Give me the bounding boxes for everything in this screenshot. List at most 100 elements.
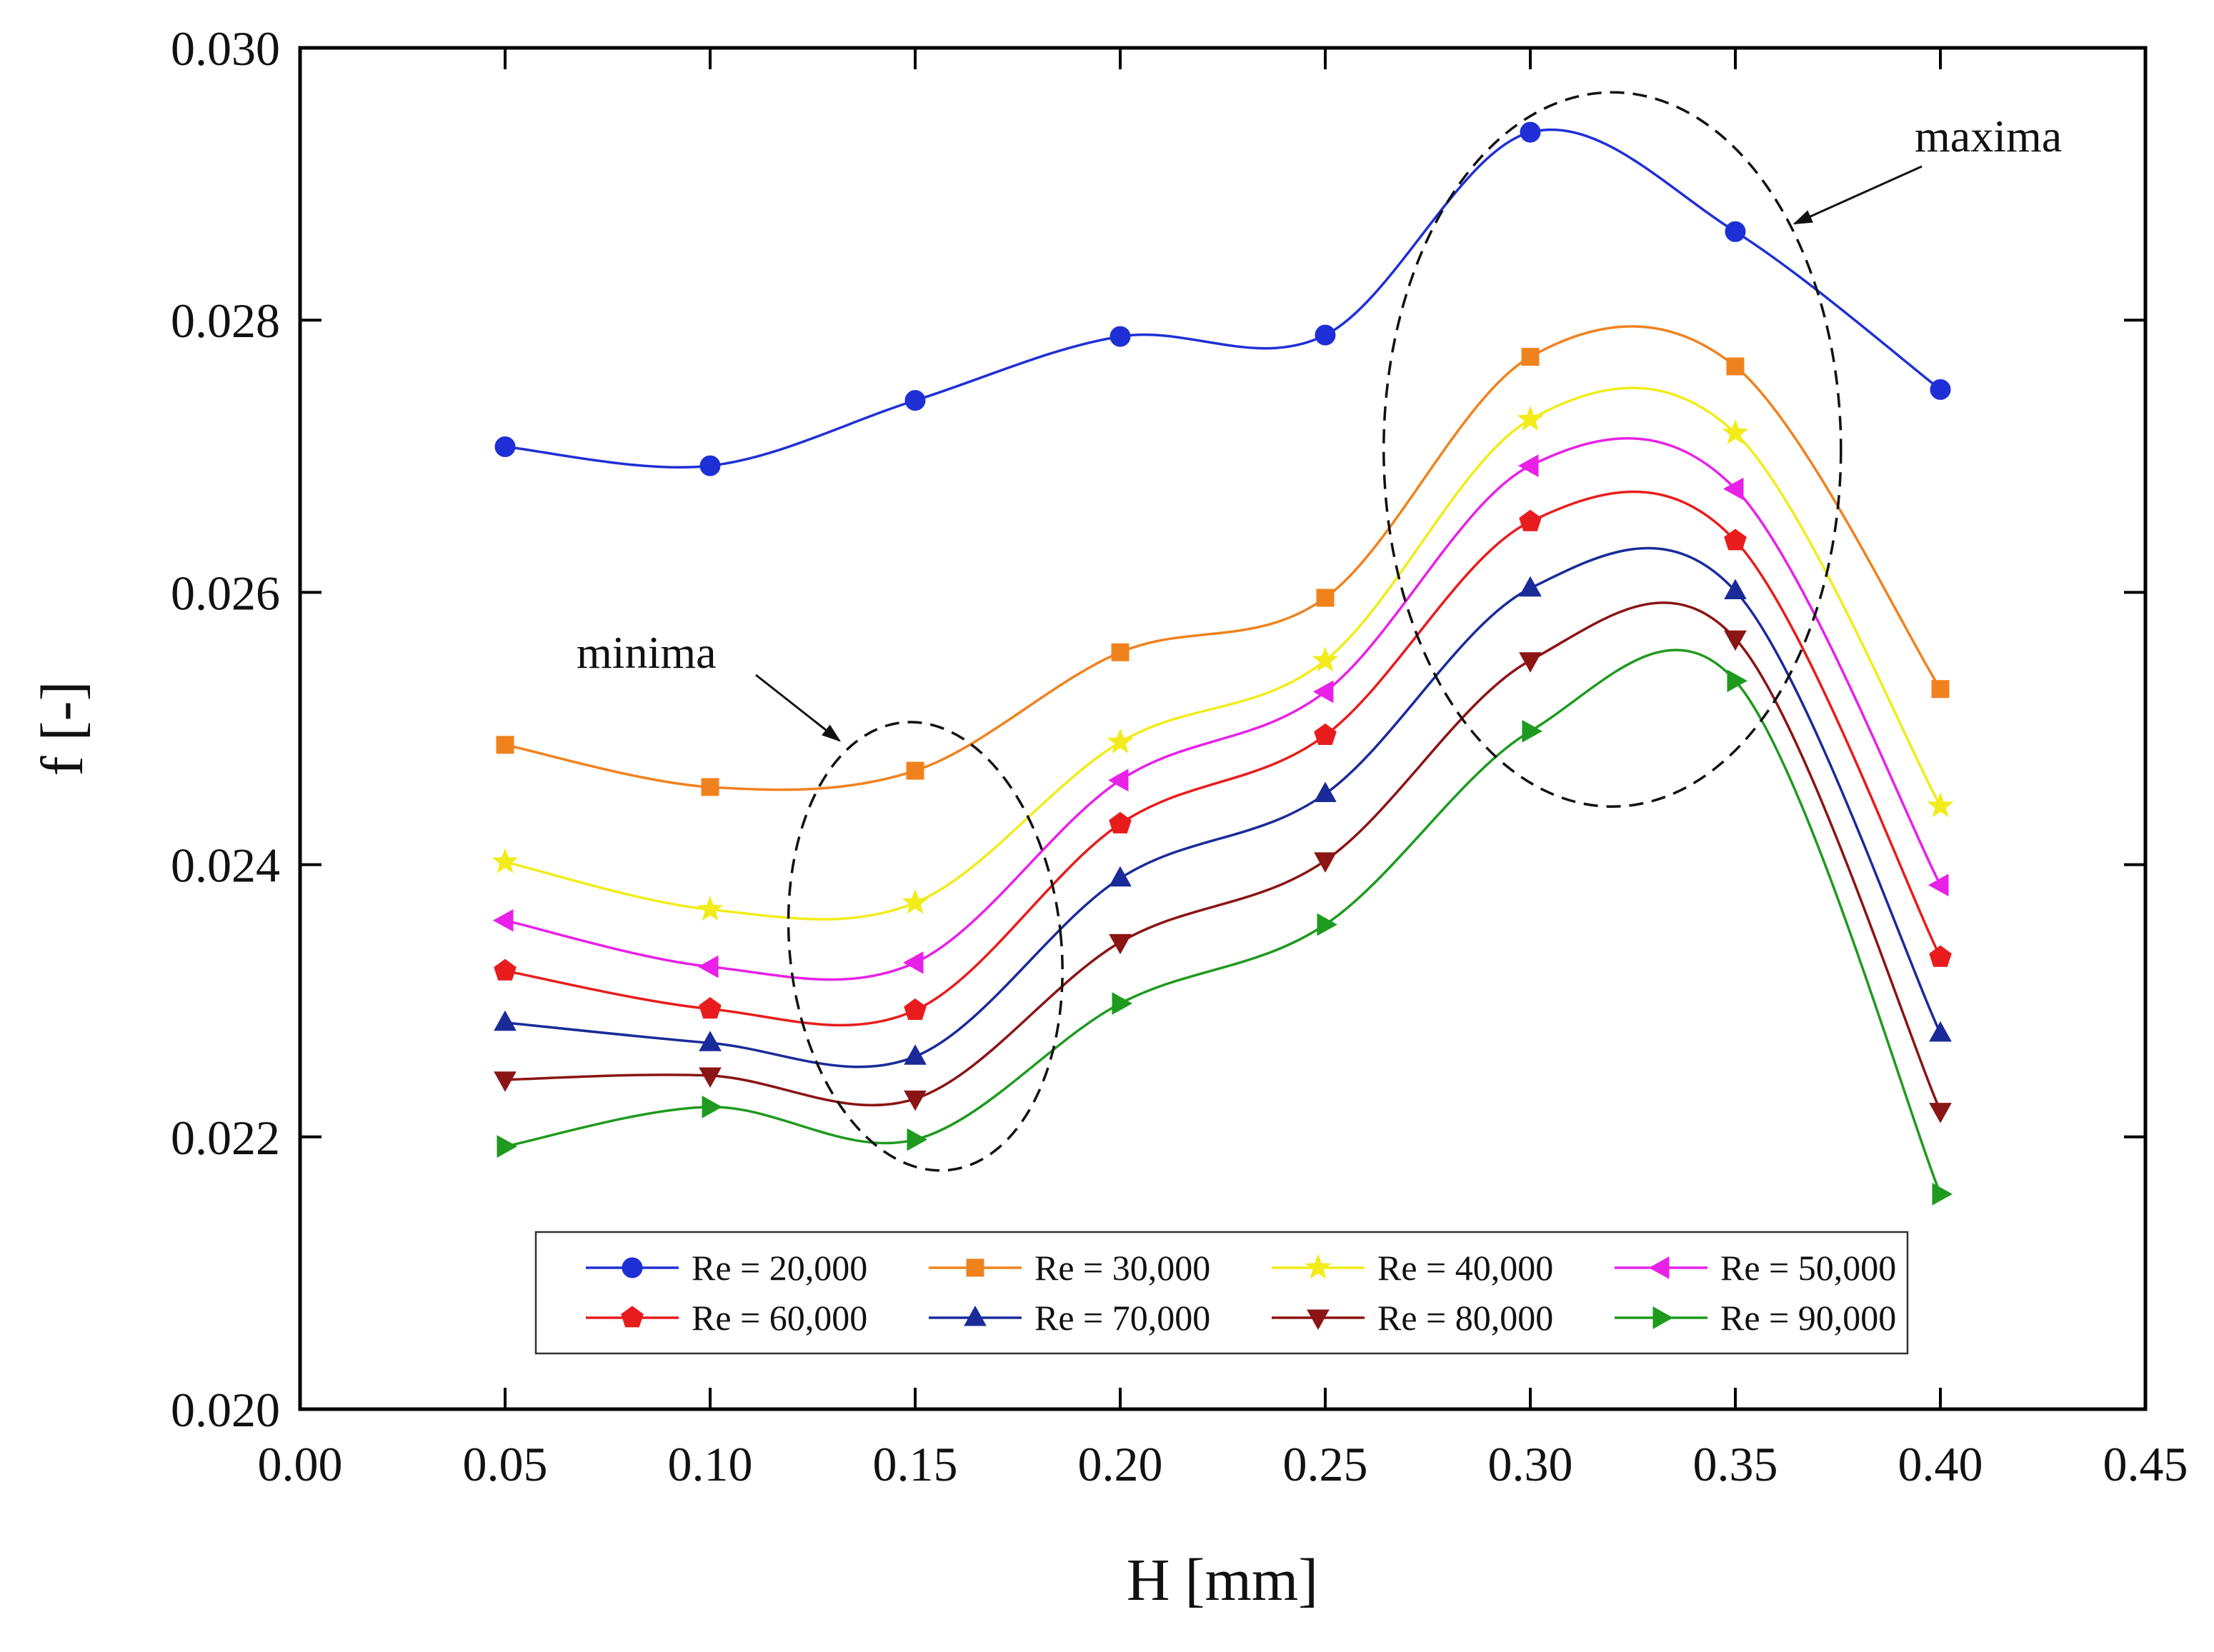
minima-ellipse [787,721,1064,1172]
legend: Re = 20,000 Re = 30,000 Re = 40,000 Re = 50… [534,1231,1909,1355]
data-point-re-70-000 [1109,866,1132,887]
data-point-re-20-000 [1110,326,1131,347]
data-point-re-90-000 [497,1135,518,1158]
minima-arrow [755,674,842,742]
annotations: maxima minima [577,91,2062,1172]
data-point-re-80-000 [1724,630,1747,651]
legend-label-re-80-000: Re = 80,000 [1377,1298,1553,1338]
maxima-label: maxima [1915,111,2062,161]
x-tick-label: 0.40 [1898,1437,1983,1491]
data-point-re-80-000 [1314,852,1337,873]
data-point-re-20-000 [699,455,721,476]
data-point-re-40-000 [1517,405,1544,431]
legend-marker-re-30-000 [966,1258,984,1277]
x-tick-label: 0.10 [668,1437,753,1491]
data-point-re-30-000 [1521,348,1540,366]
data-point-re-30-000 [906,761,924,780]
data-point-re-80-000 [699,1067,722,1088]
series-line-re-40-000 [504,386,1942,921]
data-point-re-30-000 [496,736,514,754]
data-point-re-20-000 [494,436,516,457]
data-point-re-60-000 [494,958,517,981]
data-point-re-50-000 [697,955,719,978]
data-point-re-60-000 [1109,811,1132,833]
y-tick-label: 0.026 [171,566,280,620]
series-curves [504,128,1942,1195]
data-point-re-90-000 [1522,719,1543,743]
legend-label-re-50-000: Re = 50,000 [1720,1248,1896,1288]
minima-label: minima [577,627,717,678]
data-point-re-50-000 [1107,769,1129,792]
data-point-re-30-000 [1931,680,1950,699]
plot-frame [298,46,2148,1411]
data-point-re-20-000 [1930,379,1951,400]
data-point-re-40-000 [1722,419,1749,445]
legend-box [534,1231,1909,1355]
data-point-re-70-000 [904,1044,927,1065]
data-point-re-40-000 [492,848,519,873]
axis-labels: 0.00 0.05 0.10 0.15 0.20 0.25 0.30 0.35 0.40 0.45… [171,21,2188,1491]
data-point-re-60-000 [1314,723,1337,745]
data-point-re-30-000 [1726,357,1745,376]
x-tick-label: 0.35 [1693,1437,1778,1491]
data-point-re-20-000 [1315,324,1336,346]
data-point-re-90-000 [1727,669,1748,693]
maxima-ellipse [1382,91,1842,809]
data-point-re-90-000 [702,1096,723,1118]
x-tick-label: 0.30 [1488,1437,1573,1491]
legend-label-re-60-000: Re = 60,000 [692,1298,867,1338]
data-point-re-20-000 [904,390,926,411]
legend-marker-re-50-000 [1648,1256,1670,1279]
series-line-re-20-000 [504,128,1942,469]
data-point-re-80-000 [1109,933,1132,955]
legend-marker-re-80-000 [1307,1309,1330,1331]
legend-marker-re-90-000 [1652,1306,1674,1329]
data-point-re-50-000 [492,908,514,932]
data-point-re-50-000 [1517,454,1539,477]
data-point-re-30-000 [701,778,719,796]
data-point-re-70-000 [699,1031,722,1051]
data-point-re-40-000 [1312,646,1339,672]
series-markers [492,121,1954,1206]
x-tick-label: 0.45 [2103,1437,2188,1491]
data-point-re-40-000 [1927,792,1954,818]
data-point-re-60-000 [1929,945,1952,967]
data-point-re-20-000 [1520,121,1541,143]
data-point-re-90-000 [1112,992,1133,1015]
data-point-re-80-000 [1519,652,1542,673]
legend-marker-re-60-000 [621,1306,644,1328]
y-tick-label: 0.024 [171,838,280,893]
data-point-re-80-000 [904,1090,927,1111]
data-point-re-30-000 [1316,589,1335,607]
axis-ticks [299,46,2147,1411]
data-point-re-90-000 [1932,1183,1953,1206]
x-tick-label: 0.20 [1078,1437,1163,1491]
data-point-re-70-000 [494,1010,517,1031]
data-point-re-40-000 [697,896,724,921]
legend-marker-re-20-000 [622,1257,643,1278]
series-line-re-80-000 [504,601,1942,1112]
x-tick-label: 0.00 [258,1437,343,1491]
legend-label-re-70-000: Re = 70,000 [1034,1298,1210,1338]
y-tick-label: 0.028 [171,294,280,348]
legend-label-re-40-000: Re = 40,000 [1377,1248,1553,1288]
data-point-re-80-000 [494,1071,517,1092]
data-point-re-20-000 [1725,221,1746,242]
data-point-re-70-000 [1314,781,1337,802]
y-tick-label: 0.022 [171,1111,280,1165]
maxima-arrow [1792,165,1923,225]
x-axis-title: H [mm] [1127,1547,1318,1613]
data-point-re-90-000 [907,1128,928,1151]
data-point-re-60-000 [904,998,927,1020]
data-point-re-90-000 [1317,913,1338,936]
series-line-re-30-000 [504,325,1942,791]
data-point-re-50-000 [1312,680,1334,704]
series-line-re-50-000 [504,437,1942,981]
series-line-re-70-000 [504,546,1942,1068]
series-line-re-60-000 [504,490,1942,1027]
data-point-re-50-000 [1722,477,1744,501]
data-point-re-40-000 [1107,728,1134,754]
data-point-re-70-000 [1519,576,1542,597]
legend-label-re-20-000: Re = 20,000 [692,1248,867,1288]
